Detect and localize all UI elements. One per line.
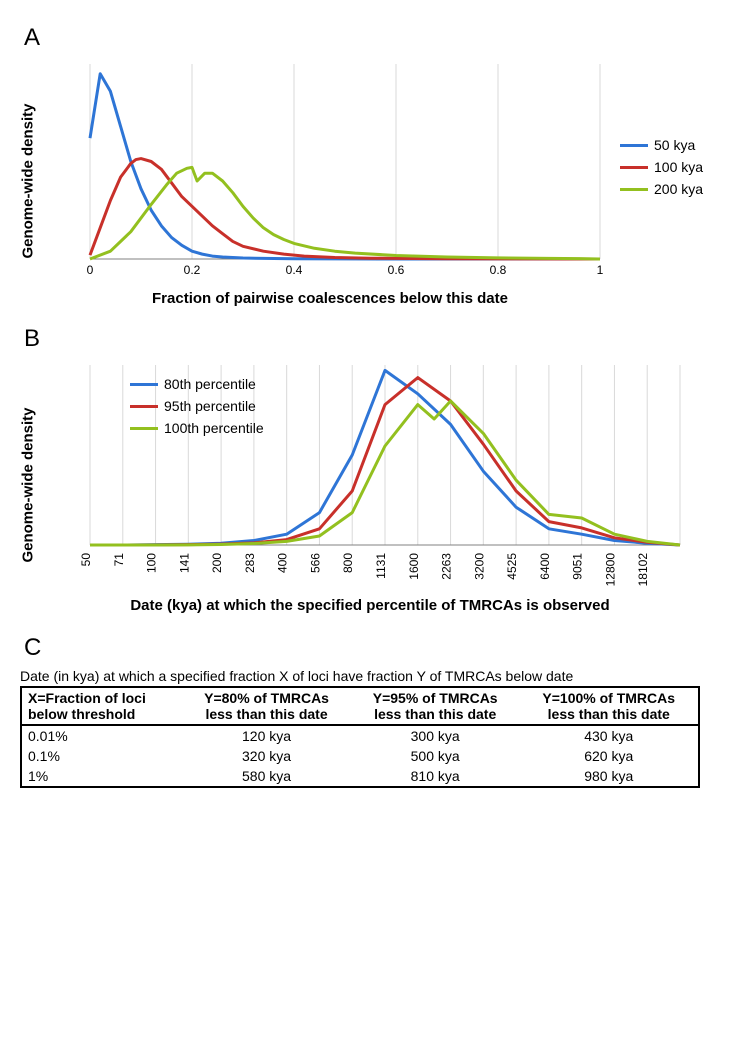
legend-item: 95th percentile [130, 395, 264, 417]
table-cell: 980 kya [519, 766, 699, 787]
panel-b-ylabel: Genome-wide density [20, 407, 37, 562]
svg-text:283: 283 [243, 553, 257, 573]
svg-text:4525: 4525 [505, 553, 519, 580]
legend-swatch [130, 383, 158, 386]
table-cell: 500 kya [351, 746, 520, 766]
panel-a-legend: 50 kya 100 kya 200 kya [620, 134, 703, 200]
table-header: X=Fraction of locibelow threshold [21, 687, 182, 725]
svg-text:100: 100 [145, 553, 159, 573]
panel-a-chart: Genome-wide density 00.20.40.60.81 50 ky… [50, 54, 748, 307]
panel-b-legend: 80th percentile 95th percentile 100th perc… [130, 373, 264, 439]
legend-label: 80th percentile [164, 376, 256, 392]
panel-b-label: B [24, 325, 728, 353]
panel-b-chart: Genome-wide density 50711001412002834005… [50, 355, 748, 614]
table-cell: 0.01% [21, 725, 182, 746]
panel-a-svg: 0 0.2 0.4 0.6 0.8 1 [50, 54, 610, 284]
legend-item: 80th percentile [130, 373, 264, 395]
table-cell: 810 kya [351, 766, 520, 787]
legend-item: 50 kya [620, 134, 703, 156]
table-cell: 1% [21, 766, 182, 787]
svg-text:0.2: 0.2 [184, 263, 201, 277]
svg-text:50: 50 [79, 553, 93, 567]
svg-text:0.6: 0.6 [388, 263, 405, 277]
table-cell: 120 kya [182, 725, 351, 746]
svg-text:0.4: 0.4 [286, 263, 303, 277]
svg-text:2263: 2263 [440, 553, 454, 580]
table-header: Y=100% of TMRCAsless than this date [519, 687, 699, 725]
table-row: 1%580 kya810 kya980 kya [21, 766, 699, 787]
legend-swatch [130, 405, 158, 408]
svg-text:3200: 3200 [472, 553, 486, 580]
table-row: 0.1%320 kya500 kya620 kya [21, 746, 699, 766]
svg-text:1131: 1131 [374, 553, 388, 579]
legend-item: 100th percentile [130, 417, 264, 439]
panel-c-caption: Date (in kya) at which a specified fract… [20, 668, 728, 684]
legend-swatch [620, 166, 648, 169]
svg-text:400: 400 [276, 553, 290, 573]
legend-swatch [130, 427, 158, 430]
svg-text:141: 141 [177, 553, 191, 573]
svg-text:566: 566 [308, 553, 322, 573]
panel-b-xlabel: Date (kya) at which the specified percen… [50, 597, 690, 614]
svg-text:1600: 1600 [407, 553, 421, 580]
legend-swatch [620, 144, 648, 147]
table-cell: 580 kya [182, 766, 351, 787]
table-row: 0.01%120 kya300 kya430 kya [21, 725, 699, 746]
legend-label: 200 kya [654, 181, 703, 197]
legend-item: 200 kya [620, 178, 703, 200]
legend-item: 100 kya [620, 156, 703, 178]
svg-text:9051: 9051 [571, 553, 585, 580]
svg-text:71: 71 [112, 553, 126, 567]
svg-text:200: 200 [210, 553, 224, 573]
table-cell: 300 kya [351, 725, 520, 746]
table-cell: 620 kya [519, 746, 699, 766]
legend-label: 100 kya [654, 159, 703, 175]
svg-text:1: 1 [597, 263, 604, 277]
panel-a-label: A [24, 24, 728, 52]
legend-label: 100th percentile [164, 420, 264, 436]
svg-text:800: 800 [341, 553, 355, 573]
svg-text:12800: 12800 [603, 553, 617, 587]
svg-text:18102: 18102 [636, 553, 650, 587]
panel-a-xlabel: Fraction of pairwise coalescences below … [50, 290, 610, 307]
svg-text:6400: 6400 [538, 553, 552, 580]
legend-label: 50 kya [654, 137, 695, 153]
table-cell: 320 kya [182, 746, 351, 766]
svg-text:0: 0 [87, 263, 94, 277]
table-header: Y=95% of TMRCAsless than this date [351, 687, 520, 725]
table-cell: 430 kya [519, 725, 699, 746]
table-cell: 0.1% [21, 746, 182, 766]
legend-swatch [620, 188, 648, 191]
panel-c-table: X=Fraction of locibelow thresholdY=80% o… [20, 686, 700, 788]
panel-c-label: C [24, 634, 728, 662]
svg-text:0.8: 0.8 [490, 263, 507, 277]
table-header: Y=80% of TMRCAsless than this date [182, 687, 351, 725]
legend-label: 95th percentile [164, 398, 256, 414]
panel-a-ylabel: Genome-wide density [20, 103, 37, 258]
